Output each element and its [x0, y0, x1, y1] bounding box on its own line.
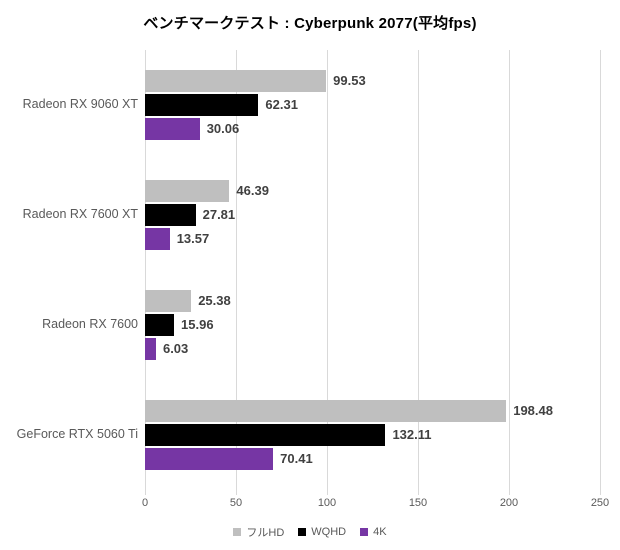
legend-label: WQHD — [311, 526, 347, 538]
x-tick-label: 50 — [229, 497, 243, 509]
value-label: 25.38 — [198, 293, 231, 308]
tick-mark-x-100 — [327, 490, 328, 495]
legend-item-4K: 4K — [360, 526, 387, 538]
x-tick-label: 250 — [590, 497, 610, 509]
x-tick-label: 100 — [317, 497, 337, 509]
value-label: 15.96 — [181, 317, 214, 332]
bar-4K-Radeon RX 9060 XT — [145, 118, 200, 140]
gridline-x-100 — [327, 50, 328, 490]
bar-フルHD-Radeon RX 9060 XT — [145, 70, 327, 92]
bar-4K-Radeon RX 7600 — [145, 338, 156, 360]
gridline-x-250 — [600, 50, 601, 490]
tick-mark-x-250 — [600, 490, 601, 495]
value-label: 27.81 — [202, 207, 236, 222]
value-label: 62.31 — [265, 97, 298, 112]
tick-mark-x-0 — [145, 490, 146, 495]
tick-mark-x-50 — [236, 490, 237, 495]
legend-label: フルHD — [246, 527, 285, 539]
chart-legend: フルHD WQHD 4K — [0, 524, 620, 540]
bar-WQHD-GeForce RTX 5060 Ti — [145, 424, 386, 446]
legend-item-フルHD: フルHD — [233, 524, 284, 540]
x-tick-label: 150 — [408, 497, 428, 509]
category-label: GeForce RTX 5060 Ti — [16, 427, 138, 441]
bar-4K-GeForce RTX 5060 Ti — [145, 448, 274, 470]
value-label: 198.48 — [513, 403, 553, 418]
legend-item-WQHD: WQHD — [298, 526, 346, 538]
x-tick-label: 200 — [499, 497, 519, 509]
value-label: 70.41 — [280, 451, 313, 466]
category-label: Radeon RX 7600 — [42, 317, 138, 331]
value-label: 99.53 — [333, 73, 366, 88]
gridline-x-150 — [418, 50, 419, 490]
bar-フルHD-GeForce RTX 5060 Ti — [145, 400, 507, 422]
gridline-x-200 — [509, 50, 510, 490]
tick-mark-x-150 — [418, 490, 419, 495]
bar-フルHD-Radeon RX 7600 — [145, 290, 192, 312]
legend-swatch-WQHD — [298, 528, 307, 536]
value-label: 46.39 — [236, 183, 269, 198]
plot-area: 99.53 62.31 30.06 46.39 27.81 13.57 25.38 15.96… — [145, 50, 601, 495]
legend-swatch-4K — [360, 528, 369, 536]
chart-title: ベンチマークテスト : Cyberpunk 2077(平均fps) — [143, 15, 477, 32]
value-label: 13.57 — [176, 231, 210, 246]
bar-フルHD-Radeon RX 7600 XT — [145, 180, 230, 202]
category-label: Radeon RX 9060 XT — [22, 97, 138, 111]
x-tick-label: 0 — [141, 497, 149, 509]
gridline-x-50 — [236, 50, 237, 490]
gridline-x-0 — [145, 50, 146, 490]
value-label: 30.06 — [206, 121, 240, 136]
bar-4K-Radeon RX 7600 XT — [145, 228, 170, 250]
legend-label: 4K — [373, 526, 387, 538]
category-label: Radeon RX 7600 XT — [22, 207, 138, 221]
value-label: 6.03 — [162, 341, 189, 356]
bar-WQHD-Radeon RX 9060 XT — [145, 94, 259, 116]
bar-WQHD-Radeon RX 7600 XT — [145, 204, 196, 226]
tick-mark-x-200 — [509, 490, 510, 495]
legend-swatch-フルHD — [233, 528, 242, 536]
value-label: 132.11 — [392, 427, 432, 442]
bar-WQHD-Radeon RX 7600 — [145, 314, 175, 336]
